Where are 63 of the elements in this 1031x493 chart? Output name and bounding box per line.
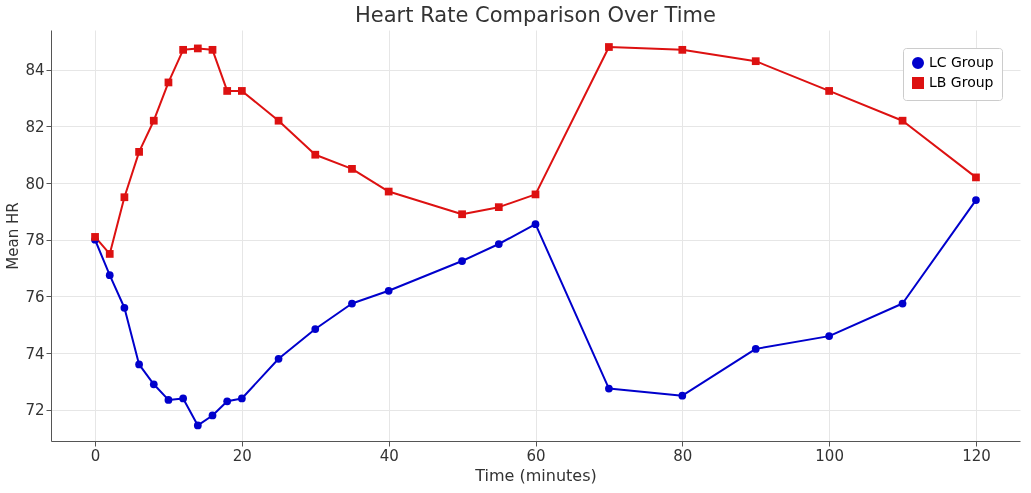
point — [237, 87, 246, 95]
point — [751, 345, 760, 353]
point — [274, 116, 283, 125]
point — [678, 391, 687, 400]
point — [120, 303, 129, 312]
point — [751, 57, 760, 66]
point — [458, 257, 466, 265]
point — [135, 148, 143, 156]
x-axis-title: Time (minutes) — [474, 465, 597, 485]
legend-label: LB Group — [929, 74, 994, 90]
point — [120, 193, 129, 202]
point — [208, 45, 217, 54]
point — [149, 116, 158, 125]
point — [311, 150, 320, 159]
point — [605, 384, 613, 393]
point — [384, 187, 393, 196]
point — [223, 87, 232, 95]
point — [105, 271, 114, 280]
point — [348, 299, 356, 308]
point — [678, 45, 687, 54]
point — [531, 220, 540, 229]
point — [972, 173, 980, 182]
y-tick-label: 82 — [25, 117, 45, 136]
point — [208, 411, 217, 420]
x-tick-label: 40 — [379, 446, 399, 465]
x-tick-label: 20 — [232, 446, 252, 465]
y-tick-label: 72 — [25, 401, 45, 420]
point — [384, 286, 393, 295]
point — [223, 397, 232, 406]
point — [164, 396, 173, 404]
point — [605, 43, 613, 51]
point — [898, 299, 907, 308]
x-tick-label: 60 — [526, 446, 546, 465]
point — [237, 394, 246, 403]
point — [179, 394, 188, 403]
y-tick-label: 74 — [25, 344, 45, 363]
point — [193, 44, 202, 53]
point — [825, 332, 834, 340]
point — [135, 360, 143, 369]
y-tick-label: 78 — [25, 231, 45, 250]
y-tick-label: 76 — [25, 287, 45, 306]
point — [105, 250, 114, 258]
point — [348, 165, 356, 173]
point — [149, 380, 158, 389]
point — [494, 203, 503, 212]
y-tick-label: 80 — [25, 174, 45, 193]
point — [898, 116, 907, 125]
y-axis-title: Mean HR — [4, 202, 23, 270]
x-tick-label: 80 — [673, 446, 693, 465]
x-tick-label: 0 — [90, 446, 101, 465]
legend-label: LC Group — [929, 54, 994, 70]
point — [274, 354, 283, 363]
point — [311, 325, 320, 333]
x-tick-label: 120 — [962, 446, 991, 465]
y-tick-label: 84 — [25, 61, 45, 80]
point — [825, 87, 834, 95]
point — [193, 421, 202, 430]
point — [179, 45, 188, 54]
chart-title: Heart Rate Comparison Over Time — [355, 3, 716, 27]
point — [972, 196, 980, 204]
x-tick-label: 100 — [815, 446, 844, 465]
point — [458, 210, 466, 219]
point — [494, 240, 503, 248]
